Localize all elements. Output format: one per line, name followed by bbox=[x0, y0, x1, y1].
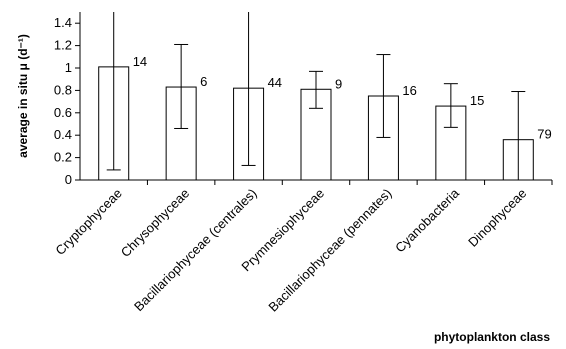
x-tick-label: Cyanobacteria bbox=[392, 185, 462, 255]
data-labels-layer: 14 6 44 9 16 15 79 bbox=[133, 54, 552, 142]
x-tick-label: Dinophyceae bbox=[465, 186, 529, 250]
data-label: 6 bbox=[200, 74, 207, 89]
data-label: 44 bbox=[268, 75, 282, 90]
data-label: 9 bbox=[335, 76, 342, 91]
y-tick-label: 1 bbox=[65, 60, 72, 75]
y-tick-label: 0.2 bbox=[54, 150, 72, 165]
x-tick-labels: CryptophyceaeChrysophyceaeBacillariophyc… bbox=[52, 185, 529, 315]
data-label: 15 bbox=[470, 93, 484, 108]
y-axis: 0 0.2 0.4 0.6 0.8 1 1.2 1.4 bbox=[54, 12, 553, 187]
data-label: 79 bbox=[537, 127, 551, 142]
y-axis-label: average in situ μ (d⁻¹) bbox=[16, 34, 30, 158]
x-axis-label: phytoplankton class bbox=[434, 330, 550, 344]
y-tick-label: 0 bbox=[65, 172, 72, 187]
x-tick-label: Cryptophyceae bbox=[52, 186, 124, 258]
y-tick-label: 0.8 bbox=[54, 82, 72, 97]
x-tick-label: Chrysophyceae bbox=[118, 186, 192, 260]
data-label: 14 bbox=[133, 54, 147, 69]
y-tick-label: 0.4 bbox=[54, 127, 72, 142]
x-tick-label: Bacillariophyceae (pennates) bbox=[265, 186, 394, 315]
x-tick-label: Bacillariophyceae (centrales) bbox=[131, 186, 260, 315]
y-tick-label: 1.2 bbox=[54, 38, 72, 53]
data-label: 16 bbox=[402, 83, 416, 98]
y-tick-label: 1.4 bbox=[54, 15, 72, 30]
error-bars-layer bbox=[106, 12, 526, 180]
y-tick-label: 0.6 bbox=[54, 105, 72, 120]
bar bbox=[300, 88, 332, 181]
